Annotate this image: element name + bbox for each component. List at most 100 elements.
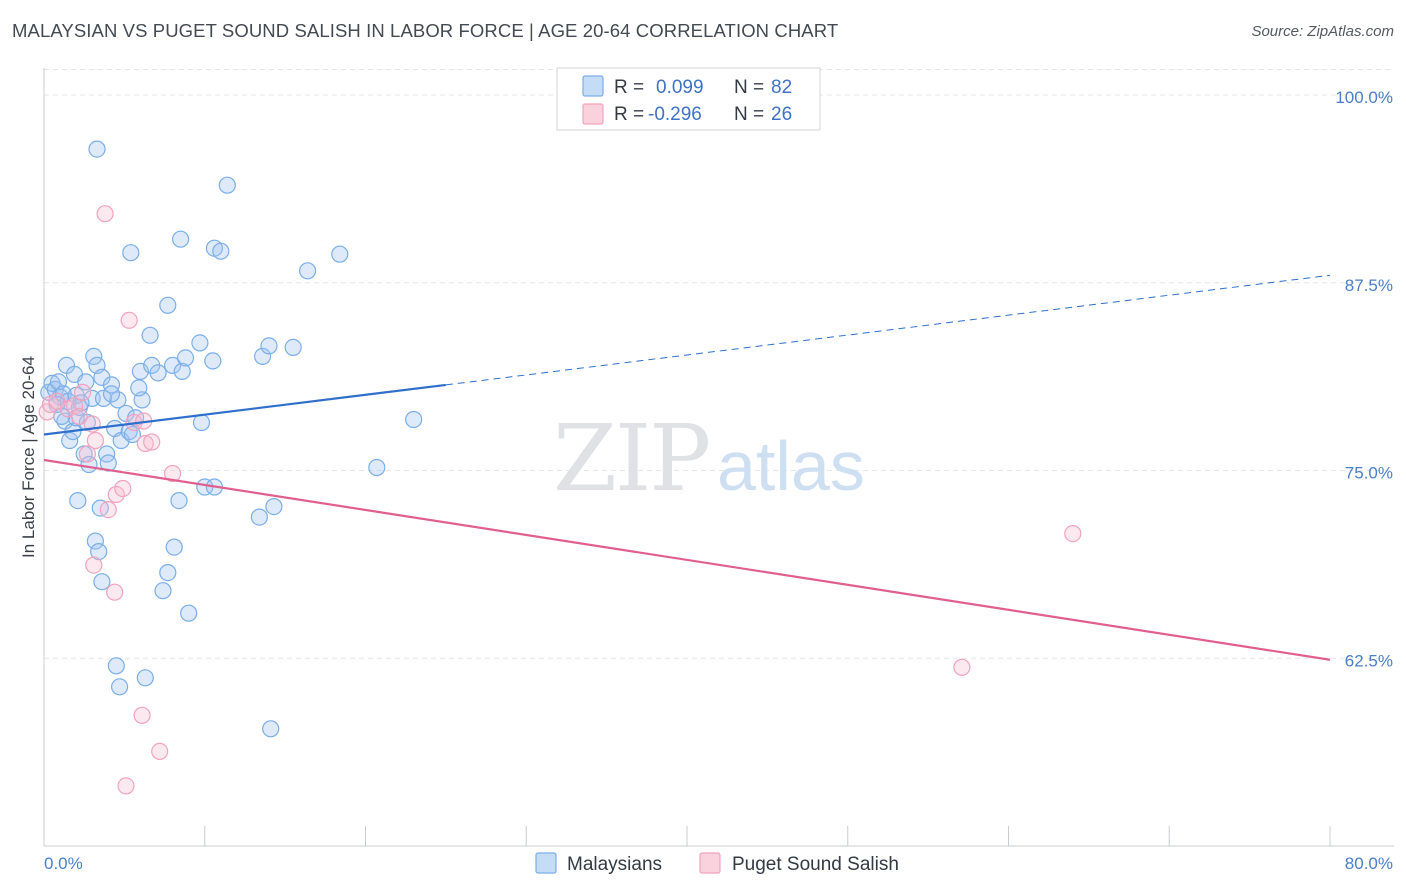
- scatter-point: [141, 326, 159, 344]
- scatter-point: [159, 296, 177, 314]
- scatter-point: [106, 583, 124, 601]
- legend-bottom-label-puget: Puget Sound Salish: [732, 854, 899, 875]
- legend-swatch-malaysians: [582, 75, 604, 97]
- scatter-point: [262, 720, 280, 738]
- scatter-point: [130, 379, 148, 397]
- legend-n-label-1: N =: [734, 77, 764, 98]
- scatter-point: [164, 356, 182, 374]
- scatter-point: [143, 433, 161, 451]
- scatter-point: [107, 485, 125, 504]
- legend-swatch-puget: [582, 103, 604, 125]
- scatter-point: [170, 492, 188, 510]
- scatter-point: [173, 362, 191, 380]
- watermark-zip: ZIP: [553, 405, 709, 512]
- legend-n-value-1: 82: [771, 77, 792, 98]
- scatter-point: [77, 373, 95, 391]
- scatter-point: [109, 391, 127, 409]
- scatter-point: [284, 338, 302, 356]
- scatter-point: [94, 389, 113, 407]
- legend-bottom-label-malaysians: Malaysians: [567, 854, 662, 875]
- scatter-point: [136, 434, 154, 453]
- scatter-point: [368, 458, 386, 477]
- trend-lines: [43, 274, 1331, 661]
- scatter-point: [69, 492, 87, 510]
- scatter-point: [102, 385, 121, 403]
- scatter-point: [159, 563, 177, 582]
- scatter-point: [117, 777, 135, 795]
- scatter-point: [78, 445, 97, 463]
- scatter-point: [164, 464, 182, 483]
- x-axis-ticks: [43, 826, 1331, 846]
- scatter-point: [204, 352, 222, 370]
- scatter-point: [192, 413, 211, 432]
- scatter-point: [133, 706, 151, 724]
- scatter-point: [151, 742, 169, 761]
- x-tick-label: 0.0%: [44, 854, 83, 873]
- scatter-point: [180, 604, 198, 622]
- scatter-point: [73, 383, 92, 401]
- trend-line: [43, 458, 1331, 661]
- scatter-point: [61, 431, 79, 450]
- trend-line: [43, 383, 447, 436]
- scatter-point: [88, 140, 106, 158]
- scatter-point: [250, 508, 268, 526]
- scatter-point: [85, 556, 103, 574]
- scatter-point: [218, 176, 236, 194]
- legend-r-label-2: R =: [614, 104, 644, 125]
- source-credit: Source: ZipAtlas.com: [1251, 23, 1394, 40]
- scatter-point: [1064, 524, 1082, 543]
- y-tick-label: 75.0%: [1345, 464, 1393, 483]
- scatter-point: [110, 678, 129, 696]
- legend-bottom-swatch-puget: [699, 852, 721, 874]
- scatter-point: [107, 657, 125, 675]
- legend-series: Malaysians Puget Sound Salish: [535, 852, 899, 875]
- y-tick-label: 62.5%: [1345, 651, 1393, 670]
- scatter-point: [191, 334, 209, 352]
- scatter-point: [331, 245, 349, 263]
- scatter-point: [136, 669, 154, 687]
- chart-title: MALAYSIAN VS PUGET SOUND SALISH IN LABOR…: [12, 20, 839, 41]
- scatter-point: [254, 347, 272, 365]
- y-tick-label: 100.0%: [1335, 88, 1393, 107]
- scatter-point: [86, 431, 105, 450]
- scatter-point: [265, 498, 283, 516]
- scatter-point: [176, 349, 195, 367]
- scatter-point: [65, 397, 84, 415]
- scatter-point: [120, 311, 138, 329]
- scatter-point: [165, 538, 183, 556]
- legend-r-value-2: -0.296: [648, 104, 702, 125]
- scatter-point: [953, 658, 971, 676]
- trend-line-extrapolated: [445, 274, 1331, 386]
- legend-r-value-1: 0.099: [656, 77, 704, 98]
- scatter-point: [70, 407, 89, 425]
- scatter-point: [212, 242, 230, 260]
- y-axis-label: In Labor Force | Age 20-64: [19, 356, 38, 558]
- gridlines: [44, 69, 1394, 659]
- scatter-point: [96, 205, 114, 223]
- scatter-point: [102, 376, 121, 394]
- x-tick-labels: 0.0% 80.0%: [44, 854, 1393, 873]
- scatter-point: [154, 582, 172, 600]
- y-tick-labels: 100.0% 87.5% 75.0% 62.5%: [1335, 88, 1393, 670]
- scatter-point: [260, 337, 278, 355]
- scatter-point: [149, 364, 167, 382]
- legend-bottom-swatch-malaysians: [535, 852, 557, 874]
- scatter-point: [93, 573, 111, 591]
- legend-n-value-2: 26: [771, 104, 792, 125]
- scatter-point: [405, 410, 423, 429]
- watermark-atlas: atlas: [717, 427, 865, 505]
- legend-n-label-2: N =: [734, 104, 764, 125]
- legend-stats: R = 0.099 N = 82 R = -0.296 N = 26: [556, 67, 821, 131]
- y-tick-label: 87.5%: [1345, 276, 1393, 295]
- legend-r-label-1: R =: [614, 77, 644, 98]
- scatter-point: [122, 244, 140, 262]
- scatter-point: [90, 542, 108, 561]
- scatter-point: [172, 230, 190, 248]
- scatter-point: [99, 501, 117, 519]
- x-tick-label: 80.0%: [1345, 854, 1393, 873]
- scatter-point: [85, 347, 103, 365]
- scatter-point: [114, 479, 132, 498]
- scatter-point: [86, 532, 105, 550]
- scatter-point: [299, 262, 317, 280]
